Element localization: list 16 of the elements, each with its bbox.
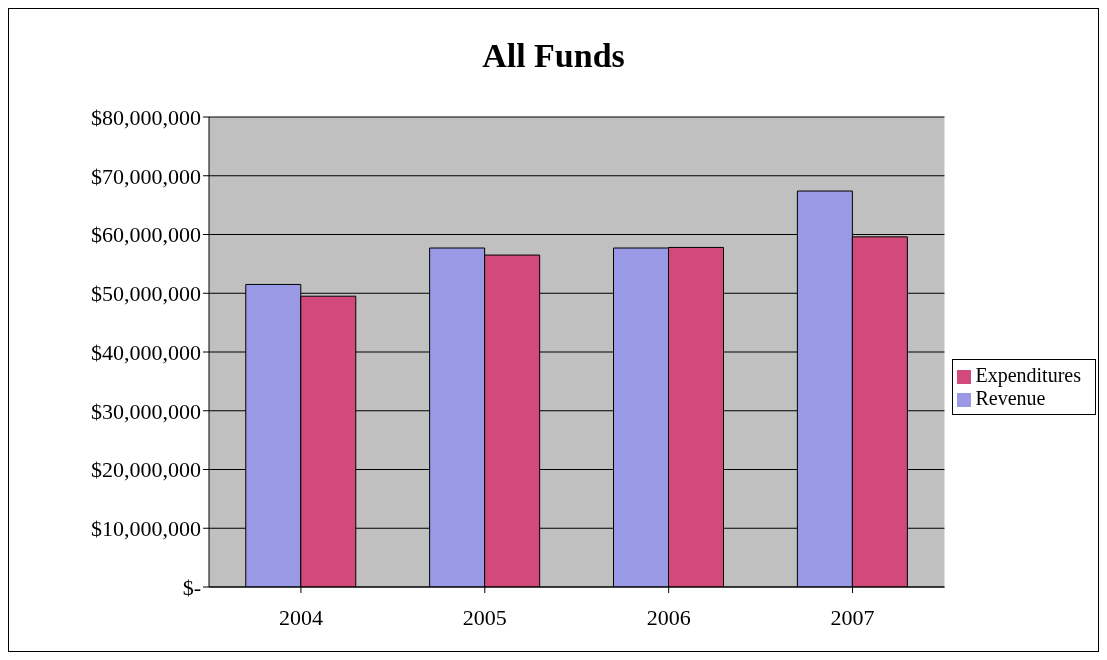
y-tick-label: $20,000,000 — [91, 457, 201, 483]
y-tick-label: $50,000,000 — [91, 281, 201, 307]
y-tick-label: $80,000,000 — [91, 104, 201, 130]
legend-label: Revenue — [975, 387, 1046, 409]
chart-title: All Funds — [482, 37, 625, 74]
y-tick-label: $- — [182, 574, 201, 600]
y-tick-label: $10,000,000 — [91, 516, 201, 542]
y-tick-label: $30,000,000 — [91, 398, 201, 424]
y-tick-label: $40,000,000 — [91, 339, 201, 365]
x-tick-label: 2007 — [830, 604, 875, 630]
y-tick-label: $70,000,000 — [91, 163, 201, 189]
legend-label: Expenditures — [975, 364, 1081, 386]
y-tick-label: $60,000,000 — [91, 222, 201, 248]
x-tick-label: 2005 — [462, 604, 507, 630]
x-tick-label: 2004 — [278, 604, 323, 630]
x-tick-label: 2006 — [646, 604, 691, 630]
